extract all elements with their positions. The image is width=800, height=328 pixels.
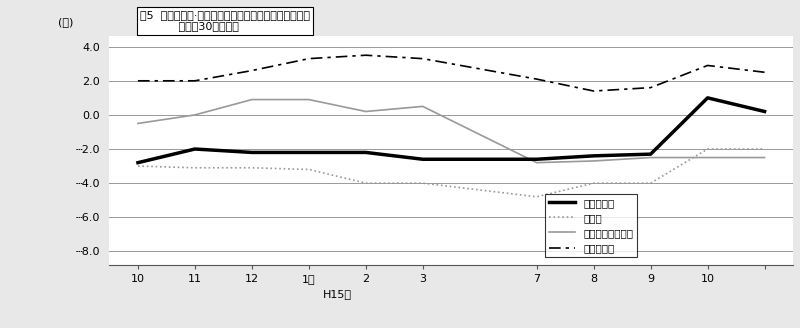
Text: (％): (％) <box>58 17 74 27</box>
Text: H15年: H15年 <box>323 289 352 299</box>
Legend: 調査産業計, 製造業, 卸・小売・飲食店, サービス業: 調査産業計, 製造業, 卸・小売・飲食店, サービス業 <box>545 194 638 257</box>
Text: 図5  主要業種別·常用労働者数の推移（対前年同月比）
           －規模30人以上－: 図5 主要業種別·常用労働者数の推移（対前年同月比） －規模30人以上－ <box>140 10 310 31</box>
